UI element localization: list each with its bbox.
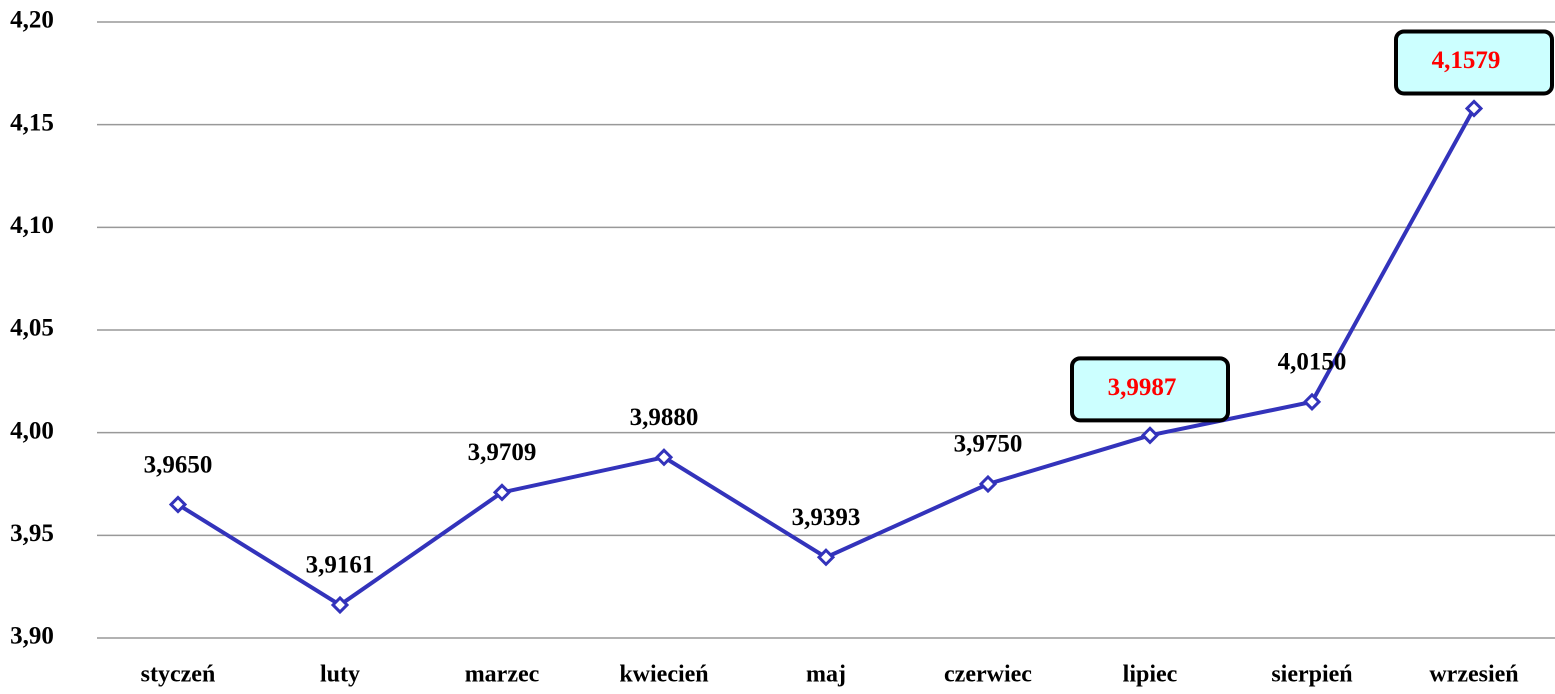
x-tick-label: luty	[320, 662, 360, 688]
data-label: 3,9987	[1108, 374, 1177, 401]
y-tick-label: 4,00	[10, 417, 54, 444]
marker	[1302, 392, 1322, 411]
data-label: 3,9709	[468, 439, 537, 466]
marker	[816, 548, 836, 567]
marker	[168, 495, 188, 514]
marker	[978, 474, 998, 494]
marker	[654, 448, 674, 467]
data-label: 3,9393	[792, 504, 861, 531]
x-tick-label: czerwiec	[944, 662, 1032, 688]
y-tick-label: 3,95	[10, 520, 54, 547]
x-tick-label: marzec	[465, 662, 540, 688]
data-label: 3,9750	[954, 431, 1023, 458]
marker	[1140, 426, 1160, 445]
data-label: 4,0150	[1278, 349, 1347, 376]
x-tick-label: kwiecień	[619, 662, 708, 688]
y-tick-label: 4,05	[10, 315, 54, 342]
y-tick-label: 4,10	[10, 212, 54, 239]
data-label: 3,9161	[306, 552, 375, 579]
y-tick-label: 4,15	[10, 109, 54, 136]
x-tick-label: maj	[806, 662, 846, 688]
data-label: 3,9880	[630, 404, 699, 431]
y-tick-label: 4,20	[10, 7, 54, 34]
x-tick-label: wrzesień	[1429, 662, 1518, 688]
data-label: 4,1579	[1432, 47, 1501, 74]
marker	[1464, 99, 1484, 118]
x-tick-label: sierpień	[1271, 662, 1352, 688]
marker	[330, 595, 350, 615]
marker	[492, 483, 512, 502]
x-tick-label: styczeń	[141, 662, 216, 688]
x-tick-label: lipiec	[1123, 662, 1178, 688]
label-box	[1394, 29, 1554, 96]
label-box	[1070, 356, 1230, 423]
y-tick-label: 3,90	[10, 623, 54, 650]
data-label: 3,9650	[144, 451, 213, 478]
